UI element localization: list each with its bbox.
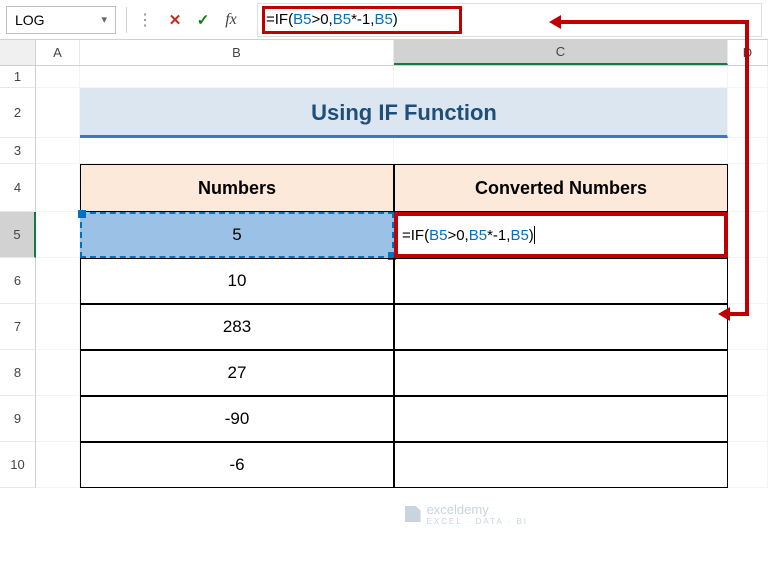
cell-b6[interactable]: 10 [80,258,394,304]
row-header-1[interactable]: 1 [0,66,36,88]
row-1: 1 [0,66,768,88]
chevron-down-icon[interactable]: ▾ [101,13,107,26]
row-8: 8 27 [0,350,768,396]
cell-d10[interactable] [728,442,768,488]
row-10: 10 -6 [0,442,768,488]
name-box[interactable]: LOG ▾ [6,6,116,34]
formula-ref: B5 [333,11,351,28]
row-header-8[interactable]: 8 [0,350,36,396]
cell-b7[interactable]: 283 [80,304,394,350]
col-header-b[interactable]: B [80,40,394,65]
arrow-head-icon [718,307,730,321]
accept-button[interactable]: ✓ [191,8,215,32]
row-9: 9 -90 [0,396,768,442]
callout-line-right [745,20,749,316]
cell-c6[interactable] [394,258,728,304]
watermark-name: exceldemy [427,502,489,517]
arrow-head-icon-2 [549,15,561,29]
rows: 1 2 Using IF Function 3 4 Numb [0,66,768,488]
cell-a9[interactable] [36,396,80,442]
watermark-logo-icon [405,506,421,522]
watermark-text: exceldemy EXCEL · DATA · BI [427,502,528,526]
column-headers: A B C D [0,40,768,66]
col-header-a[interactable]: A [36,40,80,65]
row-6: 6 10 [0,258,768,304]
cell-c7[interactable] [394,304,728,350]
cancel-button[interactable]: ✕ [163,8,187,32]
spreadsheet-grid: A B C D 1 2 Using IF Function 3 [0,40,768,488]
row-header-4[interactable]: 4 [0,164,36,212]
row-3: 3 [0,138,768,164]
text-cursor [534,226,535,244]
row-7: 7 283 [0,304,768,350]
f-ref: B5 [469,227,487,244]
cell-d9[interactable] [728,396,768,442]
cell-d8[interactable] [728,350,768,396]
cell-b8[interactable]: 27 [80,350,394,396]
row-4: 4 Numbers Converted Numbers [0,164,768,212]
dots-icon: ⋮ [137,10,153,30]
select-all-corner[interactable] [0,40,36,66]
formula-text: =IF(B5>0,B5*-1,B5) [266,11,398,28]
title-right[interactable] [394,88,728,138]
cell-a2[interactable] [36,88,80,138]
cell-b10[interactable]: -6 [80,442,394,488]
row-header-7[interactable]: 7 [0,304,36,350]
formula-suffix: ) [393,11,398,28]
formula-ref: B5 [293,11,311,28]
name-box-value: LOG [15,12,45,28]
formula-part: >0, [311,11,332,28]
callout-line-top [559,20,749,24]
cell-b5[interactable]: 5 [80,212,394,258]
cell-a5[interactable] [36,212,80,258]
formula-prefix: =IF( [266,11,293,28]
cell-c10[interactable] [394,442,728,488]
header-numbers[interactable]: Numbers [80,164,394,212]
watermark: exceldemy EXCEL · DATA · BI [405,502,528,526]
row-header-5[interactable]: 5 [0,212,36,258]
row-2: 2 Using IF Function [0,88,768,138]
row-5: 5 5 =IF(B5>0,B5*-1,B5) [0,212,768,258]
f-part: >0, [447,227,468,244]
cell-c1[interactable] [394,66,728,88]
cell-b3[interactable] [80,138,394,164]
row-header-3[interactable]: 3 [0,138,36,164]
callout-line-bottom [730,312,749,316]
f-part: *-1, [487,227,510,244]
cell-c5[interactable]: =IF(B5>0,B5*-1,B5) [394,212,728,258]
watermark-sub: EXCEL · DATA · BI [427,517,528,526]
f-ref: B5 [429,227,447,244]
cell-a10[interactable] [36,442,80,488]
f-ref: B5 [510,227,528,244]
cell-a7[interactable] [36,304,80,350]
cell-b1[interactable] [80,66,394,88]
cell-a1[interactable] [36,66,80,88]
fx-button[interactable]: fx [219,8,243,32]
cell-b9[interactable]: -90 [80,396,394,442]
row-header-6[interactable]: 6 [0,258,36,304]
formula-part: *-1, [351,11,374,28]
f-prefix: =IF( [402,227,429,244]
col-header-c[interactable]: C [394,40,728,65]
cell-formula-text: =IF(B5>0,B5*-1,B5) [402,227,534,244]
cell-c9[interactable] [394,396,728,442]
divider [126,7,127,33]
cell-c8[interactable] [394,350,728,396]
cell-a8[interactable] [36,350,80,396]
cell-a6[interactable] [36,258,80,304]
formula-ref: B5 [374,11,392,28]
header-converted[interactable]: Converted Numbers [394,164,728,212]
cell-a3[interactable] [36,138,80,164]
row-header-2[interactable]: 2 [0,88,36,138]
cell-a4[interactable] [36,164,80,212]
row-header-9[interactable]: 9 [0,396,36,442]
cell-c3[interactable] [394,138,728,164]
title-left[interactable] [80,88,394,138]
row-header-10[interactable]: 10 [0,442,36,488]
